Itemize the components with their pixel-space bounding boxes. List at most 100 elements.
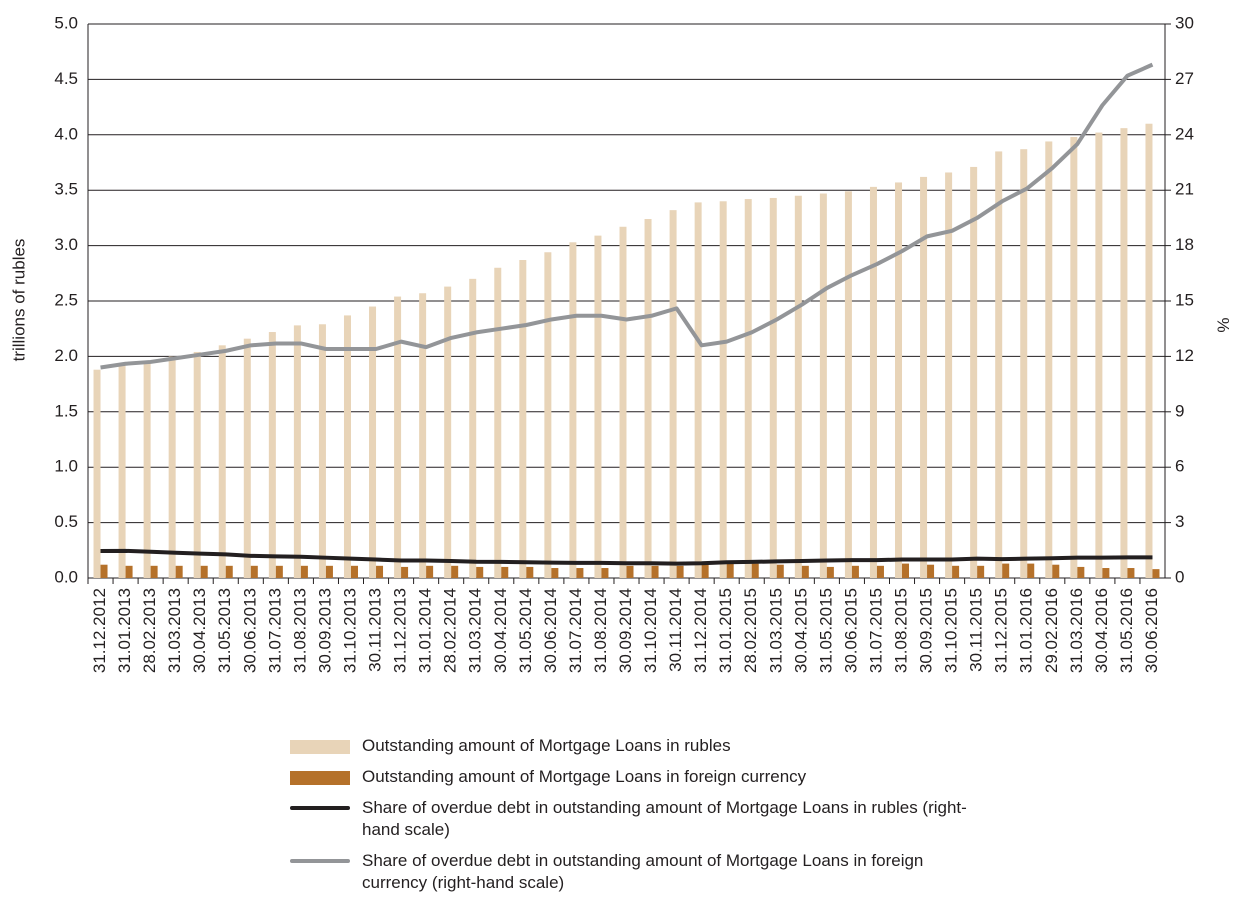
x-tick-label: 31.05.2013: [215, 588, 234, 673]
x-tick-label: 30.04.2014: [491, 588, 510, 673]
x-tick-label: 31.07.2014: [566, 588, 585, 673]
x-tick-label: 31.03.2013: [165, 588, 184, 673]
bar: [776, 564, 784, 578]
x-tick-label: 30.09.2013: [315, 588, 334, 673]
bar: [876, 565, 884, 578]
x-tick-label: 31.05.2014: [516, 588, 535, 673]
y-tick-label: 4.5: [54, 69, 78, 88]
bar: [719, 201, 727, 578]
x-tick-label: 31.12.2015: [992, 588, 1011, 673]
y-tick-label: 2.5: [54, 290, 78, 309]
x-tick-label: 31.03.2014: [466, 588, 485, 673]
bar: [594, 235, 602, 579]
y2-tick-label: 3: [1175, 512, 1184, 531]
bar: [952, 565, 960, 578]
bar: [343, 315, 351, 578]
y2-tick-label: 0: [1175, 567, 1184, 586]
legend: Outstanding amount of Mortgage Loans in …: [290, 735, 990, 903]
x-tick-label: 31.05.2016: [1117, 588, 1136, 673]
bar: [819, 193, 827, 579]
bar: [744, 199, 752, 578]
bar: [1095, 132, 1103, 579]
x-tick-label: 30.06.2013: [240, 588, 259, 673]
bar: [193, 351, 201, 578]
bar: [93, 369, 101, 578]
y-tick-label: 2.0: [54, 346, 78, 365]
bar: [626, 565, 634, 578]
x-tick-label: 31.08.2014: [591, 588, 610, 673]
bar: [300, 565, 308, 578]
bar: [651, 565, 659, 578]
y2-tick-label: 15: [1175, 290, 1194, 309]
x-tick-label: 31.07.2015: [866, 588, 885, 673]
legend-swatch: [290, 859, 350, 863]
bar: [1020, 149, 1028, 579]
y-tick-label: 3.0: [54, 235, 78, 254]
legend-label: Share of overdue debt in outstanding amo…: [362, 798, 967, 839]
line: [100, 62, 1154, 370]
x-tick-label: 30.04.2013: [190, 588, 209, 673]
legend-swatch: [290, 740, 350, 754]
x-tick-label: 30.04.2016: [1092, 588, 1111, 673]
bar: [769, 197, 777, 578]
bar: [501, 566, 509, 578]
bar: [669, 210, 677, 579]
y-tick-label: 0.0: [54, 567, 78, 586]
bar: [1002, 563, 1010, 578]
x-tick-label: 30.11.2015: [967, 588, 986, 672]
bar: [619, 226, 627, 578]
bar: [801, 565, 809, 578]
legend-swatch: [290, 771, 350, 785]
bar: [945, 172, 953, 579]
bar: [1077, 566, 1085, 578]
x-tick-label: 30.06.2014: [541, 588, 560, 673]
y-tick-label: 5.0: [54, 13, 78, 32]
x-tick-label: 30.09.2014: [616, 588, 635, 673]
bar: [100, 564, 108, 578]
bar: [694, 202, 702, 578]
x-tick-label: 31.01.2013: [115, 588, 134, 673]
x-tick-label: 31.10.2015: [942, 588, 961, 673]
legend-item: Outstanding amount of Mortgage Loans in …: [290, 766, 990, 788]
bar: [576, 568, 584, 578]
x-tick-label: 31.10.2013: [340, 588, 359, 673]
x-tick-label: 31.01.2014: [416, 588, 435, 673]
bar: [444, 286, 452, 578]
x-tick-label: 31.03.2016: [1067, 588, 1086, 673]
bar: [350, 565, 358, 578]
bar: [676, 565, 684, 578]
bar: [601, 568, 609, 578]
x-tick-label: 30.11.2014: [666, 588, 685, 672]
bar: [401, 566, 409, 578]
bar: [644, 219, 652, 578]
bar: [1120, 128, 1128, 579]
x-tick-label: 31.12.2013: [391, 588, 410, 673]
bar: [469, 278, 477, 578]
bar: [318, 324, 326, 578]
legend-label: Outstanding amount of Mortgage Loans in …: [362, 736, 731, 755]
y2-tick-label: 18: [1175, 235, 1194, 254]
y-tick-label: 1.5: [54, 401, 78, 420]
x-tick-label: 28.02.2014: [441, 588, 460, 673]
bar: [268, 332, 276, 578]
bar: [1045, 141, 1053, 578]
x-tick-label: 30.09.2015: [917, 588, 936, 673]
x-tick-label: 30.11.2013: [366, 588, 385, 672]
x-tick-label: 31.08.2013: [290, 588, 309, 673]
bar: [293, 325, 301, 578]
x-tick-label: 28.02.2015: [741, 588, 760, 673]
bar: [844, 191, 852, 579]
bar: [544, 252, 552, 579]
bar: [451, 565, 459, 578]
bar: [1052, 564, 1060, 578]
bar: [394, 296, 402, 578]
bar: [1070, 137, 1078, 579]
line: [100, 548, 1153, 566]
x-tick-label: 29.02.2016: [1042, 588, 1061, 673]
legend-swatch: [290, 806, 350, 810]
bar: [243, 338, 251, 578]
bar: [250, 565, 258, 578]
x-tick-label: 30.06.2016: [1142, 588, 1161, 673]
y2-tick-label: 6: [1175, 457, 1184, 476]
